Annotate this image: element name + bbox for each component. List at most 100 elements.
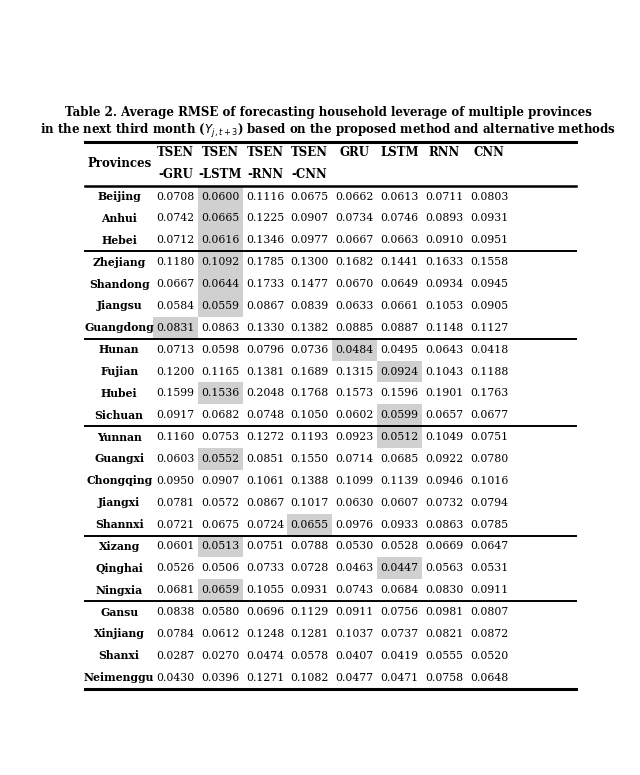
- Text: -LSTM: -LSTM: [198, 168, 242, 181]
- Text: 0.0907: 0.0907: [291, 213, 329, 223]
- Bar: [376, 426, 422, 448]
- Text: in the next third month ($Y_{j,t+3}$) based on the proposed method and alternati: in the next third month ($Y_{j,t+3}$) ba…: [40, 122, 616, 140]
- Text: 0.0662: 0.0662: [335, 191, 374, 202]
- Text: 0.1558: 0.1558: [470, 257, 508, 267]
- Bar: [154, 317, 198, 339]
- Text: 0.0934: 0.0934: [426, 279, 463, 289]
- Text: 0.0976: 0.0976: [335, 519, 373, 529]
- Text: 0.1188: 0.1188: [470, 367, 508, 377]
- Text: 0.1785: 0.1785: [246, 257, 284, 267]
- Text: -RNN: -RNN: [247, 168, 283, 181]
- Text: 0.0933: 0.0933: [380, 519, 419, 529]
- Text: 0.0821: 0.0821: [426, 629, 464, 639]
- Text: 0.1477: 0.1477: [291, 279, 329, 289]
- Text: 0.1300: 0.1300: [291, 257, 329, 267]
- Text: 0.0616: 0.0616: [201, 236, 239, 246]
- Text: TSEN: TSEN: [202, 146, 239, 160]
- Text: 0.1281: 0.1281: [291, 629, 329, 639]
- Text: 0.0526: 0.0526: [157, 563, 195, 574]
- Text: -GRU: -GRU: [158, 168, 193, 181]
- Text: 0.0887: 0.0887: [380, 322, 419, 332]
- Text: 0.0863: 0.0863: [201, 322, 239, 332]
- Text: 0.0712: 0.0712: [157, 236, 195, 246]
- Text: 0.0663: 0.0663: [380, 236, 419, 246]
- Text: Anhui: Anhui: [101, 213, 137, 224]
- Text: 0.0736: 0.0736: [291, 345, 329, 355]
- Text: 0.0743: 0.0743: [335, 585, 373, 595]
- Text: 0.0600: 0.0600: [201, 191, 239, 202]
- Text: 0.0794: 0.0794: [470, 498, 508, 508]
- Text: 0.1017: 0.1017: [291, 498, 329, 508]
- Bar: [198, 186, 243, 208]
- Text: -CNN: -CNN: [292, 168, 328, 181]
- Text: 0.0851: 0.0851: [246, 454, 284, 464]
- Text: 0.0599: 0.0599: [380, 410, 419, 420]
- Text: 0.0830: 0.0830: [426, 585, 464, 595]
- Text: 0.1248: 0.1248: [246, 629, 284, 639]
- Text: 0.1037: 0.1037: [335, 629, 373, 639]
- Text: RNN: RNN: [429, 146, 460, 160]
- Text: 0.1165: 0.1165: [201, 367, 239, 377]
- Text: 0.0287: 0.0287: [157, 651, 195, 661]
- Text: Hubei: Hubei: [101, 388, 138, 399]
- Text: 0.0612: 0.0612: [201, 629, 239, 639]
- Text: 0.0477: 0.0477: [335, 673, 373, 683]
- Bar: [198, 273, 243, 295]
- Text: 0.1061: 0.1061: [246, 476, 284, 486]
- Text: 0.0714: 0.0714: [335, 454, 373, 464]
- Text: 0.0728: 0.0728: [291, 563, 329, 574]
- Text: 0.0917: 0.0917: [157, 410, 195, 420]
- Text: 0.0675: 0.0675: [202, 519, 239, 529]
- Text: 0.0893: 0.0893: [426, 213, 464, 223]
- Text: 0.0907: 0.0907: [202, 476, 239, 486]
- Text: 0.1388: 0.1388: [291, 476, 329, 486]
- Text: 0.1330: 0.1330: [246, 322, 284, 332]
- Text: 0.1315: 0.1315: [335, 367, 373, 377]
- Text: 0.1550: 0.1550: [291, 454, 329, 464]
- Text: Beijing: Beijing: [97, 191, 141, 202]
- Bar: [287, 514, 332, 536]
- Text: Guangdong: Guangdong: [84, 322, 154, 333]
- Text: 0.0839: 0.0839: [291, 301, 329, 311]
- Text: 0.0781: 0.0781: [157, 498, 195, 508]
- Text: 0.1053: 0.1053: [426, 301, 464, 311]
- Text: Sichuan: Sichuan: [95, 410, 143, 421]
- Text: 0.1682: 0.1682: [335, 257, 374, 267]
- Text: 0.1099: 0.1099: [335, 476, 373, 486]
- Text: 0.1441: 0.1441: [380, 257, 419, 267]
- Text: 0.0751: 0.0751: [246, 542, 284, 552]
- Text: 0.0649: 0.0649: [380, 279, 419, 289]
- Text: 0.0981: 0.0981: [426, 607, 464, 617]
- Text: 0.0696: 0.0696: [246, 607, 284, 617]
- Text: Hebei: Hebei: [101, 235, 137, 246]
- Text: 0.0977: 0.0977: [291, 236, 329, 246]
- Text: 0.0665: 0.0665: [201, 213, 239, 223]
- Text: 0.1139: 0.1139: [380, 476, 419, 486]
- Text: 0.1733: 0.1733: [246, 279, 284, 289]
- Text: 0.0613: 0.0613: [380, 191, 419, 202]
- Text: 0.0867: 0.0867: [246, 301, 284, 311]
- Text: 0.0867: 0.0867: [246, 498, 284, 508]
- Text: 0.0885: 0.0885: [335, 322, 373, 332]
- Text: 0.1050: 0.1050: [291, 410, 329, 420]
- Text: 0.0630: 0.0630: [335, 498, 374, 508]
- Text: 0.0506: 0.0506: [201, 563, 239, 574]
- Text: 0.0863: 0.0863: [426, 519, 464, 529]
- Text: 0.0924: 0.0924: [380, 367, 419, 377]
- Text: 0.0721: 0.0721: [157, 519, 195, 529]
- Text: Jiangxi: Jiangxi: [98, 498, 140, 508]
- Text: 0.0713: 0.0713: [157, 345, 195, 355]
- Text: 0.1633: 0.1633: [426, 257, 464, 267]
- Text: Guangxi: Guangxi: [94, 453, 144, 464]
- Bar: [198, 208, 243, 229]
- Text: 0.1901: 0.1901: [426, 388, 464, 398]
- Text: 0.1148: 0.1148: [426, 322, 464, 332]
- Text: 0.1082: 0.1082: [291, 673, 329, 683]
- Text: 0.0751: 0.0751: [470, 432, 508, 442]
- Text: 0.0563: 0.0563: [426, 563, 464, 574]
- Text: GRU: GRU: [339, 146, 369, 160]
- Text: 0.1272: 0.1272: [246, 432, 284, 442]
- Text: 0.1596: 0.1596: [380, 388, 419, 398]
- Text: 0.0931: 0.0931: [470, 213, 508, 223]
- Text: 0.1689: 0.1689: [291, 367, 329, 377]
